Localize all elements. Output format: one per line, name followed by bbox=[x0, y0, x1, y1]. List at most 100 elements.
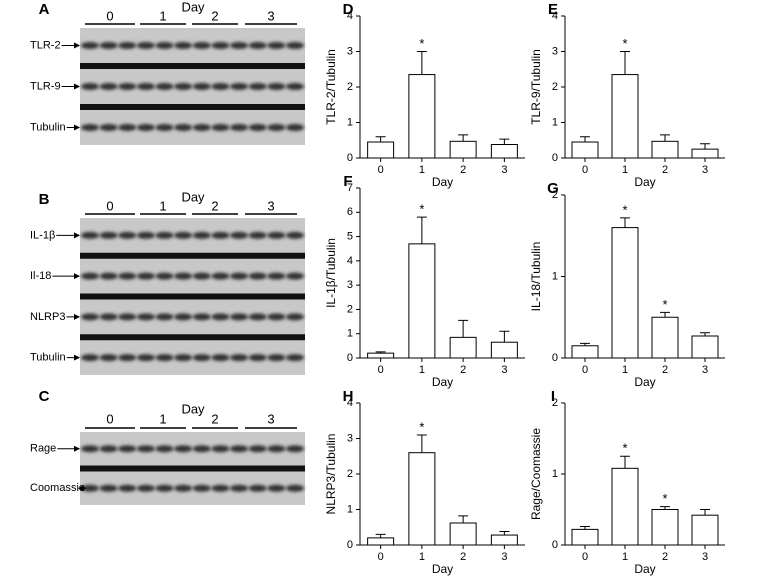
bar bbox=[367, 537, 395, 546]
blot-band bbox=[118, 124, 137, 131]
group-label: 0 bbox=[106, 411, 113, 426]
blot-band bbox=[211, 484, 230, 492]
blot-band bbox=[155, 445, 174, 453]
blot-band bbox=[230, 42, 249, 49]
blot-band bbox=[99, 124, 118, 131]
bar bbox=[449, 522, 477, 546]
significance-mark: * bbox=[662, 297, 667, 312]
blot-band bbox=[99, 445, 118, 453]
blot-band bbox=[81, 445, 99, 453]
blot-band bbox=[286, 445, 304, 453]
y-axis-label: Rage/Coomassie bbox=[529, 428, 543, 520]
y-tick-label: 4 bbox=[347, 397, 353, 409]
blot-band bbox=[118, 272, 137, 280]
error-bar bbox=[416, 434, 427, 453]
x-tick-label: 0 bbox=[582, 364, 588, 376]
blot-band bbox=[211, 83, 230, 90]
blot-band bbox=[118, 445, 137, 453]
y-tick-label: 2 bbox=[552, 397, 558, 409]
y-tick-label: 1 bbox=[552, 468, 558, 480]
x-axis-label: Day bbox=[432, 562, 453, 576]
group-label: 1 bbox=[159, 198, 166, 213]
blot-band bbox=[267, 272, 286, 280]
blot-band bbox=[136, 313, 155, 321]
error-bar bbox=[375, 351, 386, 354]
bar bbox=[367, 352, 395, 359]
error-bar bbox=[375, 533, 386, 538]
blot-band bbox=[99, 231, 118, 239]
blot-band bbox=[267, 484, 286, 492]
blot-band bbox=[174, 42, 193, 49]
blot-band bbox=[248, 272, 267, 280]
blot-band bbox=[248, 231, 267, 239]
bar bbox=[449, 140, 477, 159]
y-tick-label: 0 bbox=[347, 152, 353, 164]
y-tick-label: 4 bbox=[347, 255, 353, 267]
blot-band bbox=[211, 124, 230, 131]
bar bbox=[490, 144, 518, 159]
blot-band bbox=[155, 42, 174, 49]
blot-band bbox=[267, 354, 286, 362]
x-tick-label: 3 bbox=[501, 164, 507, 176]
error-bar bbox=[620, 217, 630, 228]
bar bbox=[490, 341, 518, 359]
panel-letter: C bbox=[39, 388, 50, 405]
bar bbox=[611, 227, 639, 359]
blot-band bbox=[155, 354, 174, 362]
blot-band bbox=[267, 231, 286, 239]
row-label: Il-18 bbox=[30, 270, 51, 282]
blot-band bbox=[286, 83, 304, 90]
bar bbox=[408, 452, 436, 546]
x-tick-label: 3 bbox=[702, 164, 708, 176]
x-axis-label: Day bbox=[432, 375, 453, 389]
significance-mark: * bbox=[622, 202, 627, 217]
error-bar bbox=[700, 509, 710, 516]
blot-band bbox=[230, 231, 249, 239]
y-tick-label: 5 bbox=[347, 230, 353, 242]
bar bbox=[611, 74, 639, 159]
y-tick-label: 3 bbox=[552, 45, 558, 57]
x-axis-label: Day bbox=[634, 375, 655, 389]
blot-band bbox=[136, 42, 155, 49]
x-tick-label: 2 bbox=[460, 551, 466, 563]
row-label: Tubulin bbox=[30, 352, 66, 364]
error-bar bbox=[620, 51, 630, 75]
y-tick-label: 2 bbox=[347, 303, 353, 315]
error-bar bbox=[660, 311, 670, 318]
y-tick-label: 2 bbox=[552, 81, 558, 93]
bar bbox=[691, 335, 719, 359]
blot-band bbox=[192, 484, 211, 492]
blot-band bbox=[286, 313, 304, 321]
error-bar bbox=[458, 319, 469, 338]
significance-mark: * bbox=[419, 202, 424, 217]
blot-band bbox=[211, 231, 230, 239]
blot-band bbox=[81, 313, 99, 321]
significance-mark: * bbox=[662, 491, 667, 506]
y-tick-label: 0 bbox=[552, 152, 558, 164]
y-axis-label: TLR-9/Tubulin bbox=[529, 49, 543, 125]
x-tick-label: 3 bbox=[501, 364, 507, 376]
blot-band bbox=[155, 313, 174, 321]
blot-band bbox=[230, 445, 249, 453]
blot-band bbox=[174, 313, 193, 321]
significance-mark: * bbox=[419, 419, 424, 434]
blot-band bbox=[136, 445, 155, 453]
x-tick-label: 0 bbox=[378, 164, 384, 176]
panel-letter: F bbox=[343, 173, 352, 190]
blot-band bbox=[230, 354, 249, 362]
error-bar bbox=[700, 143, 710, 150]
blot-band bbox=[155, 83, 174, 90]
blot-band bbox=[286, 124, 304, 131]
blot-band bbox=[267, 83, 286, 90]
blot-band bbox=[286, 272, 304, 280]
x-tick-label: 0 bbox=[378, 551, 384, 563]
panel-letter: H bbox=[343, 388, 354, 405]
y-tick-label: 6 bbox=[347, 206, 353, 218]
blot-band bbox=[192, 354, 211, 362]
blot-band bbox=[155, 272, 174, 280]
blot-band bbox=[136, 231, 155, 239]
y-tick-label: 0 bbox=[347, 352, 353, 364]
bar bbox=[691, 148, 719, 159]
error-bar bbox=[416, 51, 427, 75]
significance-mark: * bbox=[419, 36, 424, 51]
